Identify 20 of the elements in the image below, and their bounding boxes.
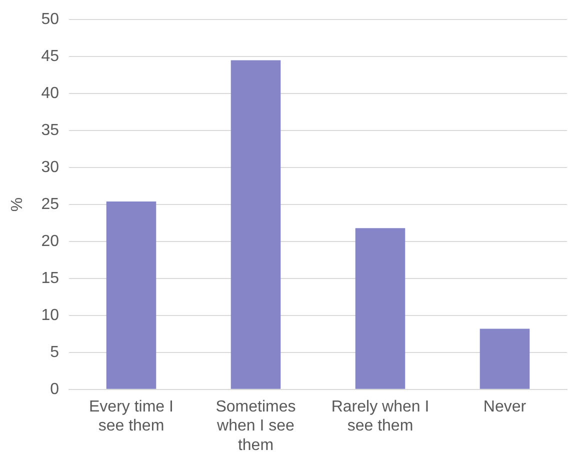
y-tick-label: 15 xyxy=(41,270,60,287)
y-tick-label: 5 xyxy=(50,344,60,361)
bar xyxy=(480,328,530,389)
x-tick-label: Sometimes when I see them xyxy=(216,398,296,454)
bar xyxy=(355,228,406,389)
y-tick-label: 0 xyxy=(50,380,60,398)
x-tick-label: Rarely when I see them xyxy=(331,398,430,435)
y-tick-label: 45 xyxy=(41,48,60,65)
y-tick-label: 35 xyxy=(41,122,60,139)
y-tick-label: 20 xyxy=(41,232,60,250)
y-tick-label: 40 xyxy=(41,84,60,102)
bar xyxy=(230,60,281,389)
y-axis-title: % xyxy=(9,197,26,212)
x-tick-label: Never xyxy=(483,398,527,416)
y-tick-label: 25 xyxy=(41,196,60,213)
x-tick-label: Every time I see them xyxy=(89,398,174,435)
y-tick-label: 30 xyxy=(41,158,60,176)
y-tick-label: 50 xyxy=(41,11,60,28)
y-tick-label: 10 xyxy=(41,306,60,324)
bar xyxy=(106,202,156,389)
